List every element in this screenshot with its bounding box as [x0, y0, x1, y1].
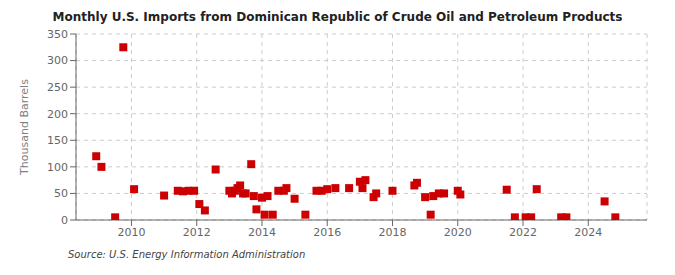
- svg-text:300: 300: [47, 54, 68, 67]
- svg-text:2012: 2012: [183, 226, 211, 239]
- html-text:Source: U.S. Energy Informatio: Source: U.S. Energy Information Administ…: [68, 249, 306, 260]
- svg-text:2022: 2022: [509, 226, 537, 239]
- svg-text:Thousand Barrels: Thousand Barrels: [18, 79, 31, 176]
- svg-text:2018: 2018: [378, 226, 406, 239]
- svg-text:0: 0: [61, 214, 68, 227]
- svg-text:2020: 2020: [444, 226, 472, 239]
- svg-text:250: 250: [47, 81, 68, 94]
- svg-text:100: 100: [47, 161, 68, 174]
- svg-text:2010: 2010: [117, 226, 145, 239]
- svg-text:2014: 2014: [248, 226, 276, 239]
- svg-text:2024: 2024: [574, 226, 602, 239]
- svg-text:350: 350: [47, 28, 68, 41]
- html-text:Monthly U.S. Imports from Domi: Monthly U.S. Imports from Dominican Repu…: [52, 10, 623, 24]
- svg-text:2016: 2016: [313, 226, 341, 239]
- svg-text:150: 150: [47, 134, 68, 147]
- svg-text:200: 200: [47, 108, 68, 121]
- svg-text:50: 50: [54, 187, 68, 200]
